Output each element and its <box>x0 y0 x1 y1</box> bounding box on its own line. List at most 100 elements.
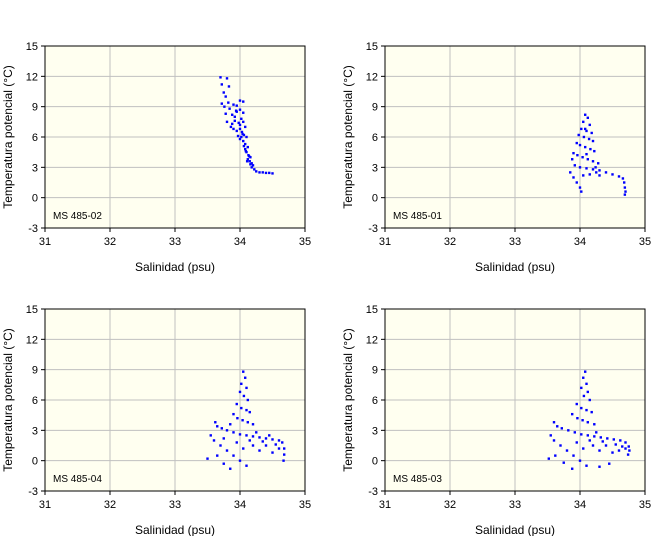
data-point <box>212 439 216 442</box>
data-point <box>231 122 234 126</box>
data-point <box>591 168 595 171</box>
data-point <box>264 437 268 440</box>
x-tick-label: 34 <box>574 236 586 248</box>
data-point <box>216 454 219 457</box>
data-point <box>590 410 593 414</box>
data-point <box>233 119 236 123</box>
data-point <box>261 440 264 443</box>
data-point <box>233 115 236 118</box>
y-tick-label: 15 <box>366 41 378 53</box>
data-point <box>575 181 578 184</box>
data-point <box>240 130 244 134</box>
data-point <box>595 171 598 174</box>
data-point <box>572 454 575 457</box>
data-point <box>565 449 569 452</box>
data-point <box>281 441 284 444</box>
x-axis-label: Salinidad (psu) <box>475 523 555 536</box>
data-point <box>585 152 588 156</box>
data-point <box>584 113 587 116</box>
y-tick-label: 9 <box>372 102 378 114</box>
data-point <box>624 190 627 193</box>
data-point <box>214 421 217 424</box>
data-point <box>255 170 258 173</box>
data-point <box>222 91 225 94</box>
data-point <box>238 390 242 394</box>
x-tick-label: 32 <box>444 236 456 248</box>
data-point <box>238 127 242 131</box>
data-point <box>588 173 591 176</box>
data-point <box>242 133 246 137</box>
y-axis-label: Temperatura potencial (°C) <box>1 328 15 472</box>
data-point <box>240 406 243 410</box>
station-label: MS 485-02 <box>53 211 102 222</box>
data-point <box>247 155 251 158</box>
data-point <box>619 439 622 442</box>
x-tick-label: 35 <box>639 499 651 511</box>
y-tick-label: 6 <box>32 395 38 407</box>
data-point <box>206 457 209 460</box>
data-point <box>585 382 588 386</box>
data-point <box>584 370 587 373</box>
data-point <box>242 100 245 103</box>
data-point <box>240 117 243 120</box>
data-point <box>624 447 627 450</box>
y-tick-label: -3 <box>28 223 38 235</box>
data-point <box>582 394 586 398</box>
data-point <box>271 451 274 454</box>
chart-panel-bottom-right: 31 32 33 34 35 -3 0 3 6 9 12 15 Salinidad (psu) Tempe… <box>341 304 651 536</box>
data-point <box>611 173 614 176</box>
data-point <box>246 398 249 402</box>
y-tick-label: 12 <box>26 71 38 83</box>
data-point <box>582 174 585 177</box>
data-point <box>235 104 238 107</box>
y-tick-label: 6 <box>372 132 378 144</box>
data-point <box>580 190 583 193</box>
data-point <box>244 125 247 129</box>
data-point <box>608 462 611 465</box>
y-tick-label: 15 <box>366 304 378 316</box>
x-tick-label: 33 <box>509 236 521 248</box>
data-point <box>627 445 630 448</box>
data-point <box>577 133 580 137</box>
data-point <box>240 382 243 386</box>
data-point <box>549 434 552 437</box>
data-point <box>274 443 277 446</box>
data-point <box>588 123 591 127</box>
data-point <box>623 186 627 189</box>
data-point <box>244 147 247 151</box>
data-point <box>584 145 587 149</box>
x-tick-label: 35 <box>299 499 311 511</box>
y-tick-label: 0 <box>372 193 378 205</box>
data-point <box>245 386 248 390</box>
x-tick-label: 35 <box>639 236 651 248</box>
data-point <box>251 444 255 447</box>
data-point <box>591 444 595 447</box>
data-point <box>237 121 240 125</box>
data-point <box>258 449 261 452</box>
data-point <box>554 454 557 457</box>
data-point <box>560 427 563 430</box>
data-point <box>248 160 251 163</box>
data-point <box>597 162 600 165</box>
data-point <box>244 142 247 146</box>
data-point <box>598 169 601 172</box>
data-point <box>216 425 219 428</box>
data-point <box>227 85 231 88</box>
data-point <box>238 459 242 462</box>
data-point <box>578 166 582 169</box>
data-point <box>586 390 589 394</box>
x-tick-label: 34 <box>234 236 246 248</box>
data-point <box>235 441 238 444</box>
data-point <box>559 444 562 447</box>
x-axis-label: Salinidad (psu) <box>135 523 215 536</box>
data-point <box>232 103 235 106</box>
data-point <box>258 436 261 439</box>
data-point <box>229 467 232 470</box>
y-tick-label: 9 <box>32 365 38 377</box>
data-point <box>604 171 608 174</box>
data-point <box>556 425 559 428</box>
data-point <box>573 164 576 167</box>
data-point <box>225 77 229 80</box>
data-point <box>209 434 212 437</box>
data-point <box>547 457 550 460</box>
